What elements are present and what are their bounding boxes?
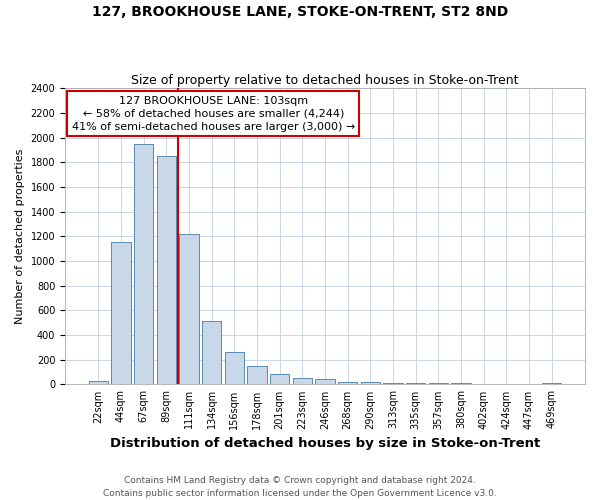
Bar: [202, 322, 221, 384]
Bar: [89, 382, 108, 384]
Bar: [338, 382, 358, 384]
Bar: [406, 383, 425, 384]
Bar: [383, 382, 403, 384]
Bar: [224, 352, 244, 384]
Bar: [247, 366, 266, 384]
Bar: [361, 382, 380, 384]
Bar: [293, 378, 312, 384]
Text: Contains HM Land Registry data © Crown copyright and database right 2024.
Contai: Contains HM Land Registry data © Crown c…: [103, 476, 497, 498]
Bar: [542, 382, 562, 384]
Title: Size of property relative to detached houses in Stoke-on-Trent: Size of property relative to detached ho…: [131, 74, 519, 87]
Y-axis label: Number of detached properties: Number of detached properties: [15, 148, 25, 324]
Bar: [316, 380, 335, 384]
X-axis label: Distribution of detached houses by size in Stoke-on-Trent: Distribution of detached houses by size …: [110, 437, 540, 450]
Bar: [429, 383, 448, 384]
Bar: [451, 383, 470, 384]
Bar: [112, 242, 131, 384]
Bar: [157, 156, 176, 384]
Bar: [179, 234, 199, 384]
Text: 127, BROOKHOUSE LANE, STOKE-ON-TRENT, ST2 8ND: 127, BROOKHOUSE LANE, STOKE-ON-TRENT, ST…: [92, 5, 508, 19]
Text: 127 BROOKHOUSE LANE: 103sqm
← 58% of detached houses are smaller (4,244)
41% of : 127 BROOKHOUSE LANE: 103sqm ← 58% of det…: [71, 96, 355, 132]
Bar: [134, 144, 153, 384]
Bar: [270, 374, 289, 384]
